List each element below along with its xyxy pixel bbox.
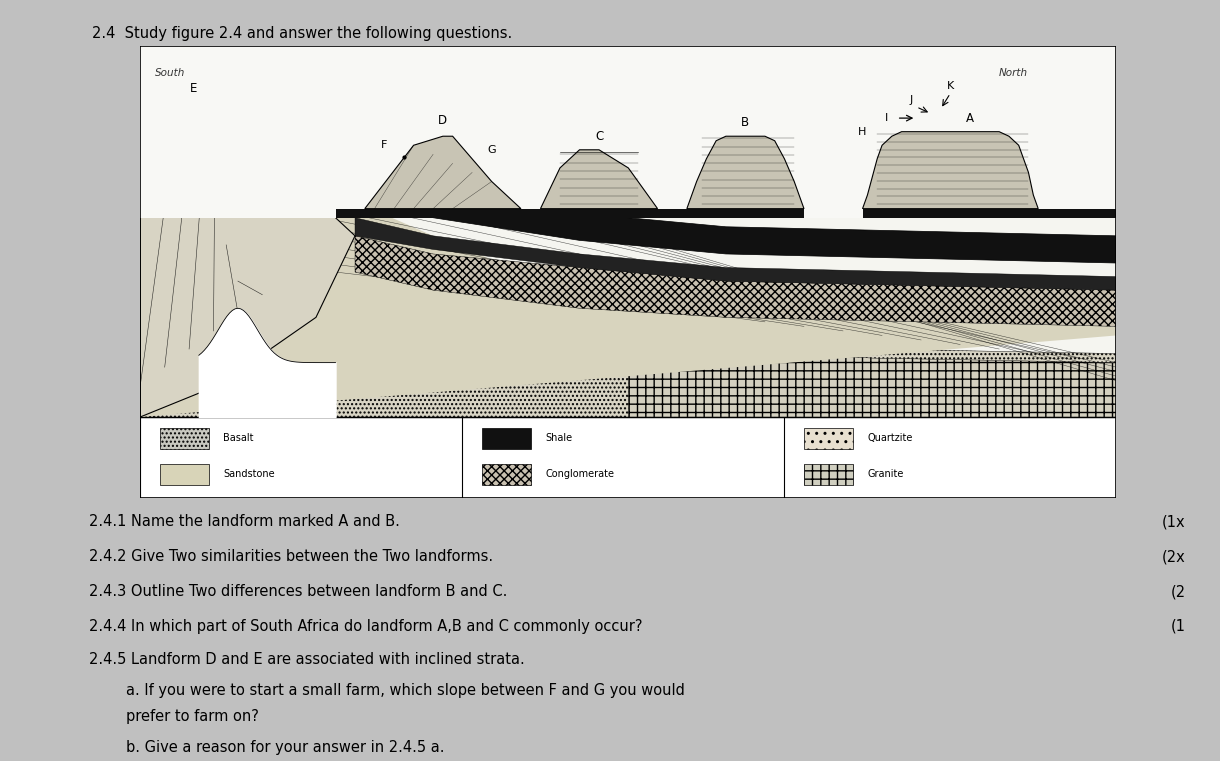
Text: Quartzite: Quartzite: [867, 433, 913, 443]
Polygon shape: [140, 159, 1116, 417]
Text: b. Give a reason for your answer in 2.4.5 a.: b. Give a reason for your answer in 2.4.…: [89, 740, 444, 755]
Text: I: I: [886, 113, 888, 123]
Text: G: G: [487, 145, 497, 154]
Polygon shape: [863, 132, 1038, 209]
Text: a. If you were to start a small farm, which slope between F and G you would: a. If you were to start a small farm, wh…: [89, 683, 684, 698]
Polygon shape: [140, 100, 355, 417]
Polygon shape: [540, 150, 658, 209]
Text: 2.4.1 Name the landform marked A and B.: 2.4.1 Name the landform marked A and B.: [89, 514, 400, 530]
Text: 2.4.3 Outline Two differences between landform B and C.: 2.4.3 Outline Two differences between la…: [89, 584, 508, 600]
Polygon shape: [140, 250, 1116, 417]
Text: A: A: [966, 112, 974, 125]
Text: 2.4  Study figure 2.4 and answer the following questions.: 2.4 Study figure 2.4 and answer the foll…: [92, 26, 511, 41]
Text: Granite: Granite: [867, 470, 904, 479]
Polygon shape: [355, 236, 1116, 326]
Text: 2.4.2 Give Two similarities between the Two landforms.: 2.4.2 Give Two similarities between the …: [89, 549, 493, 565]
Bar: [482, 464, 531, 485]
Text: South: South: [155, 68, 185, 78]
Text: H: H: [859, 126, 866, 137]
Bar: [160, 464, 209, 485]
Bar: [804, 428, 853, 449]
Text: (2: (2: [1171, 584, 1186, 600]
Text: (1x: (1x: [1163, 514, 1186, 530]
Bar: [140, 46, 1116, 218]
Text: Conglomerate: Conglomerate: [545, 470, 615, 479]
Text: (1: (1: [1171, 619, 1186, 634]
Bar: [160, 428, 209, 449]
Text: Sandstone: Sandstone: [223, 470, 274, 479]
Polygon shape: [140, 91, 1116, 263]
Polygon shape: [365, 136, 521, 209]
Text: prefer to farm on?: prefer to farm on?: [89, 709, 259, 724]
Bar: [482, 428, 531, 449]
Bar: [140, 417, 1116, 498]
Bar: [140, 46, 1116, 417]
Text: C: C: [595, 130, 603, 143]
Text: E: E: [190, 82, 198, 95]
Text: K: K: [947, 81, 954, 91]
Polygon shape: [336, 209, 1116, 218]
Polygon shape: [687, 136, 804, 209]
Text: F: F: [381, 140, 388, 150]
Text: Shale: Shale: [545, 433, 572, 443]
Text: J: J: [910, 94, 913, 104]
Text: North: North: [999, 68, 1028, 78]
Text: 2.4.5 Landform D and E are associated with inclined strata.: 2.4.5 Landform D and E are associated wi…: [89, 652, 525, 667]
Text: 2.4.4 In which part of South Africa do landform A,B and C commonly occur?: 2.4.4 In which part of South Africa do l…: [89, 619, 643, 634]
Polygon shape: [628, 345, 1116, 417]
Text: B: B: [742, 116, 749, 129]
Polygon shape: [804, 209, 863, 218]
Polygon shape: [355, 218, 1116, 290]
Text: (2x: (2x: [1163, 549, 1186, 565]
Text: Basalt: Basalt: [223, 433, 254, 443]
Bar: [804, 464, 853, 485]
Text: D: D: [438, 114, 448, 127]
